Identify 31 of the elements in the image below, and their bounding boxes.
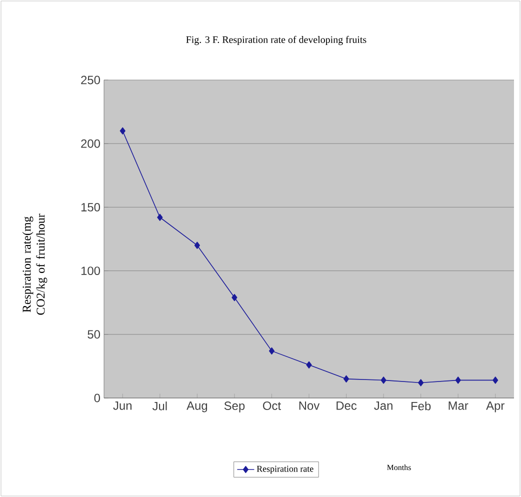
y-axis-title: Respiration rate(mg CO2/kg of fruit/hour: [22, 214, 48, 315]
point: [306, 361, 312, 369]
chart-title: Fig. 3 F. Respiration rate of developing fruits: [186, 36, 366, 46]
point: [343, 375, 350, 383]
legend-label: Respiration rate: [256, 466, 314, 474]
x-tick-label: Jan: [374, 402, 392, 410]
x-tick-label: Feb: [412, 402, 431, 410]
x-tick-label: Mar: [448, 402, 468, 410]
x-tick-label: Sep: [224, 402, 245, 412]
x-tick-label: Jul: [152, 402, 167, 410]
x-tick-label: Aug: [186, 402, 208, 412]
point: [492, 376, 498, 384]
x-tick-label: Apr: [486, 402, 504, 412]
x-tick-label: Oct: [262, 402, 281, 410]
point: [455, 376, 461, 384]
point: [120, 127, 126, 134]
y-tick-label: 100: [81, 266, 100, 276]
point: [157, 214, 163, 221]
y-tick-label: 250: [81, 76, 100, 84]
y-tick-label: 150: [81, 202, 100, 212]
point: [194, 242, 200, 249]
point: [418, 379, 424, 386]
y-tick-label: 0: [94, 394, 100, 402]
x-tick-label: Dec: [336, 402, 357, 410]
x-tick-label: Jun: [113, 402, 132, 410]
point: [268, 347, 275, 355]
point: [232, 294, 238, 302]
y-tick-label: 50: [88, 330, 100, 339]
x-tick-label: Nov: [299, 402, 320, 410]
y-tick-label: 200: [81, 139, 100, 148]
point: [380, 376, 386, 384]
